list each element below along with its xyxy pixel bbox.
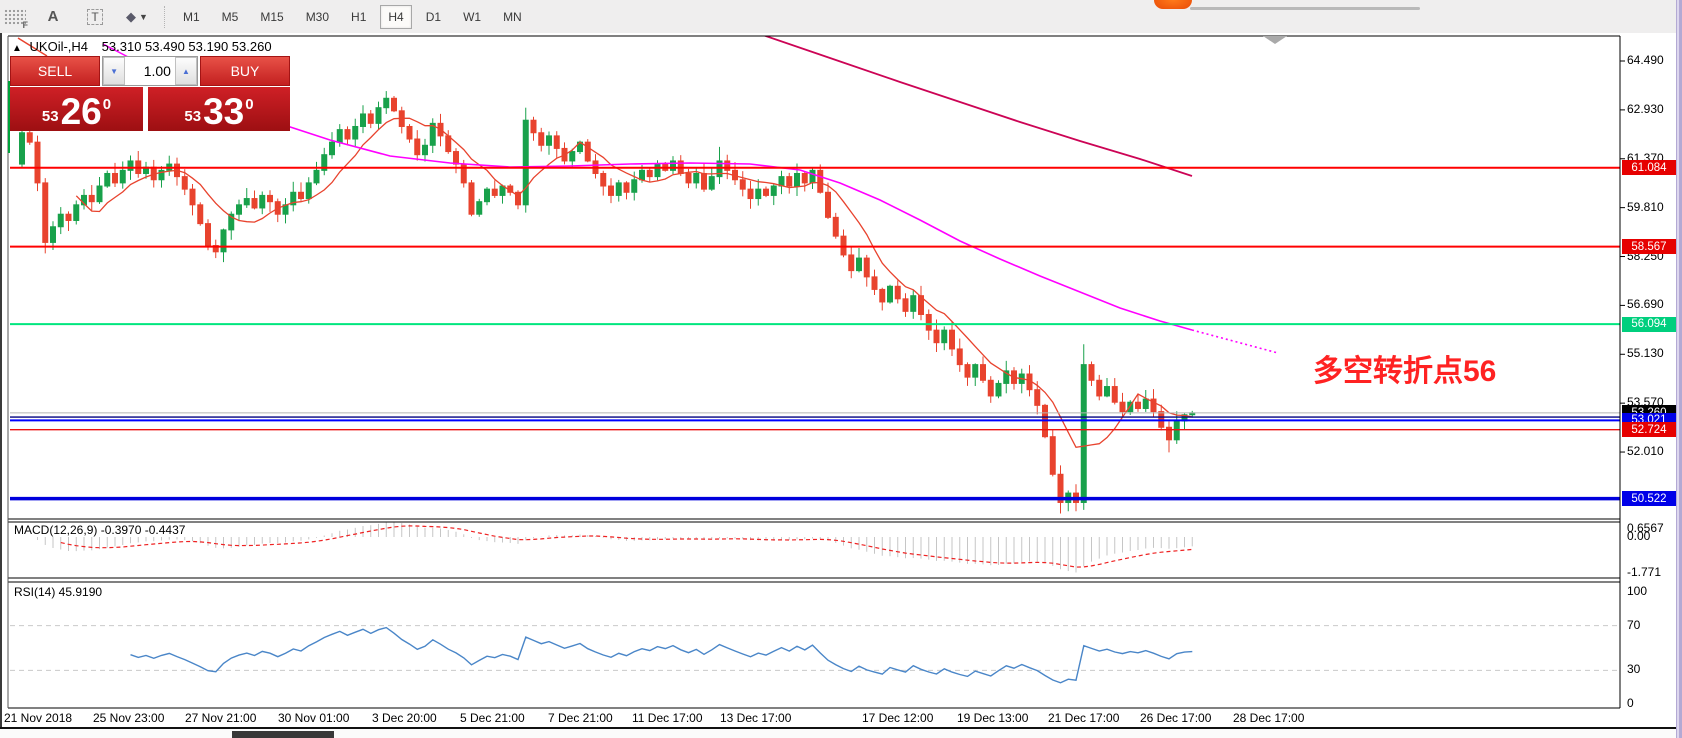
text-annotation-tool-button[interactable]: A [47, 8, 59, 25]
macd-indicator-label: MACD(12,26,9) -0.3970 -0.4437 [14, 523, 186, 537]
buy-price-small: 53 [184, 108, 202, 125]
buy-price-display[interactable]: 53 33 0 [148, 87, 290, 131]
arrows-icon: ◆ [126, 8, 137, 24]
background-window-edge [1190, 7, 1420, 10]
rsi-pane-layer [10, 625, 1620, 684]
t-icon: T [87, 8, 103, 25]
timeframe-h4-button[interactable]: H4 [380, 4, 412, 29]
timeframe-d1-button[interactable]: D1 [425, 9, 442, 24]
main-pane-layer [10, 36, 1620, 514]
background-window-fragment [1150, 0, 1422, 10]
bottom-window-strip [0, 727, 1682, 738]
toolbar: F A T ◆ ▼ M1 M5 M15 M30 H1 H4 D1 W1 MN [0, 0, 1682, 34]
text-label-tool-button[interactable]: T [76, 4, 114, 30]
macd-pane-layer [37, 522, 1193, 573]
sell-button[interactable]: SELL [10, 56, 101, 86]
background-app-logo-icon [1154, 0, 1192, 9]
timeframe-m30-button[interactable]: M30 [305, 9, 330, 24]
scrollbar-track [1677, 0, 1679, 738]
rsi-indicator-label: RSI(14) 45.9190 [14, 585, 103, 599]
sell-price-big: 26 [60, 91, 102, 132]
toolbar-drag-handle-icon[interactable]: F [4, 8, 28, 30]
buy-price-sup: 0 [245, 96, 254, 113]
timeframe-h1-button[interactable]: H1 [351, 9, 367, 24]
symbol-label: UKOil-,H4 [29, 39, 89, 54]
handle-f-label: F [22, 19, 29, 30]
chart-window: ▲ UKOil-,H4 53.310 53.490 53.190 53.260 … [0, 33, 1682, 727]
volume-spinner: ▼ ▲ [102, 56, 198, 86]
ohlc-values: 53.310 53.490 53.190 53.260 [101, 39, 272, 54]
timeframe-w1-button[interactable]: W1 [463, 9, 482, 24]
quote-line: ▲ UKOil-,H4 53.310 53.490 53.190 53.260 [12, 39, 272, 54]
arrows-tool-button[interactable]: ◆ ▼ [118, 4, 156, 30]
collapse-arrow-icon[interactable]: ▲ [12, 43, 22, 54]
chart-canvas[interactable] [0, 33, 1682, 727]
vertical-scrollbar[interactable] [1676, 0, 1682, 738]
panel-edge-marker [8, 81, 10, 153]
buy-button[interactable]: BUY [199, 56, 290, 86]
toolbar-separator [164, 5, 166, 28]
one-click-trade-panel: SELL ▼ ▲ BUY 53 26 0 53 33 0 [8, 56, 290, 153]
timeframe-m15-button[interactable]: M15 [260, 9, 284, 24]
chevron-down-icon: ▼ [139, 11, 148, 22]
timeframe-mn-button[interactable]: MN [503, 9, 522, 24]
chart-shift-marker-icon[interactable] [1263, 36, 1287, 44]
sell-price-display[interactable]: 53 26 0 [10, 87, 143, 131]
sell-price-sup: 0 [102, 96, 112, 113]
timeframe-m1-button[interactable]: M1 [183, 9, 200, 24]
volume-increase-button[interactable]: ▲ [174, 57, 197, 85]
sell-price-small: 53 [41, 108, 59, 125]
volume-decrease-button[interactable]: ▼ [103, 57, 126, 85]
timeframe-m5-button[interactable]: M5 [221, 9, 239, 24]
buy-price-big: 33 [203, 91, 245, 132]
background-taskbar-fragment [232, 731, 334, 738]
volume-input[interactable] [125, 57, 175, 85]
chart-annotation-text: 多空转折点56 [1313, 355, 1497, 388]
